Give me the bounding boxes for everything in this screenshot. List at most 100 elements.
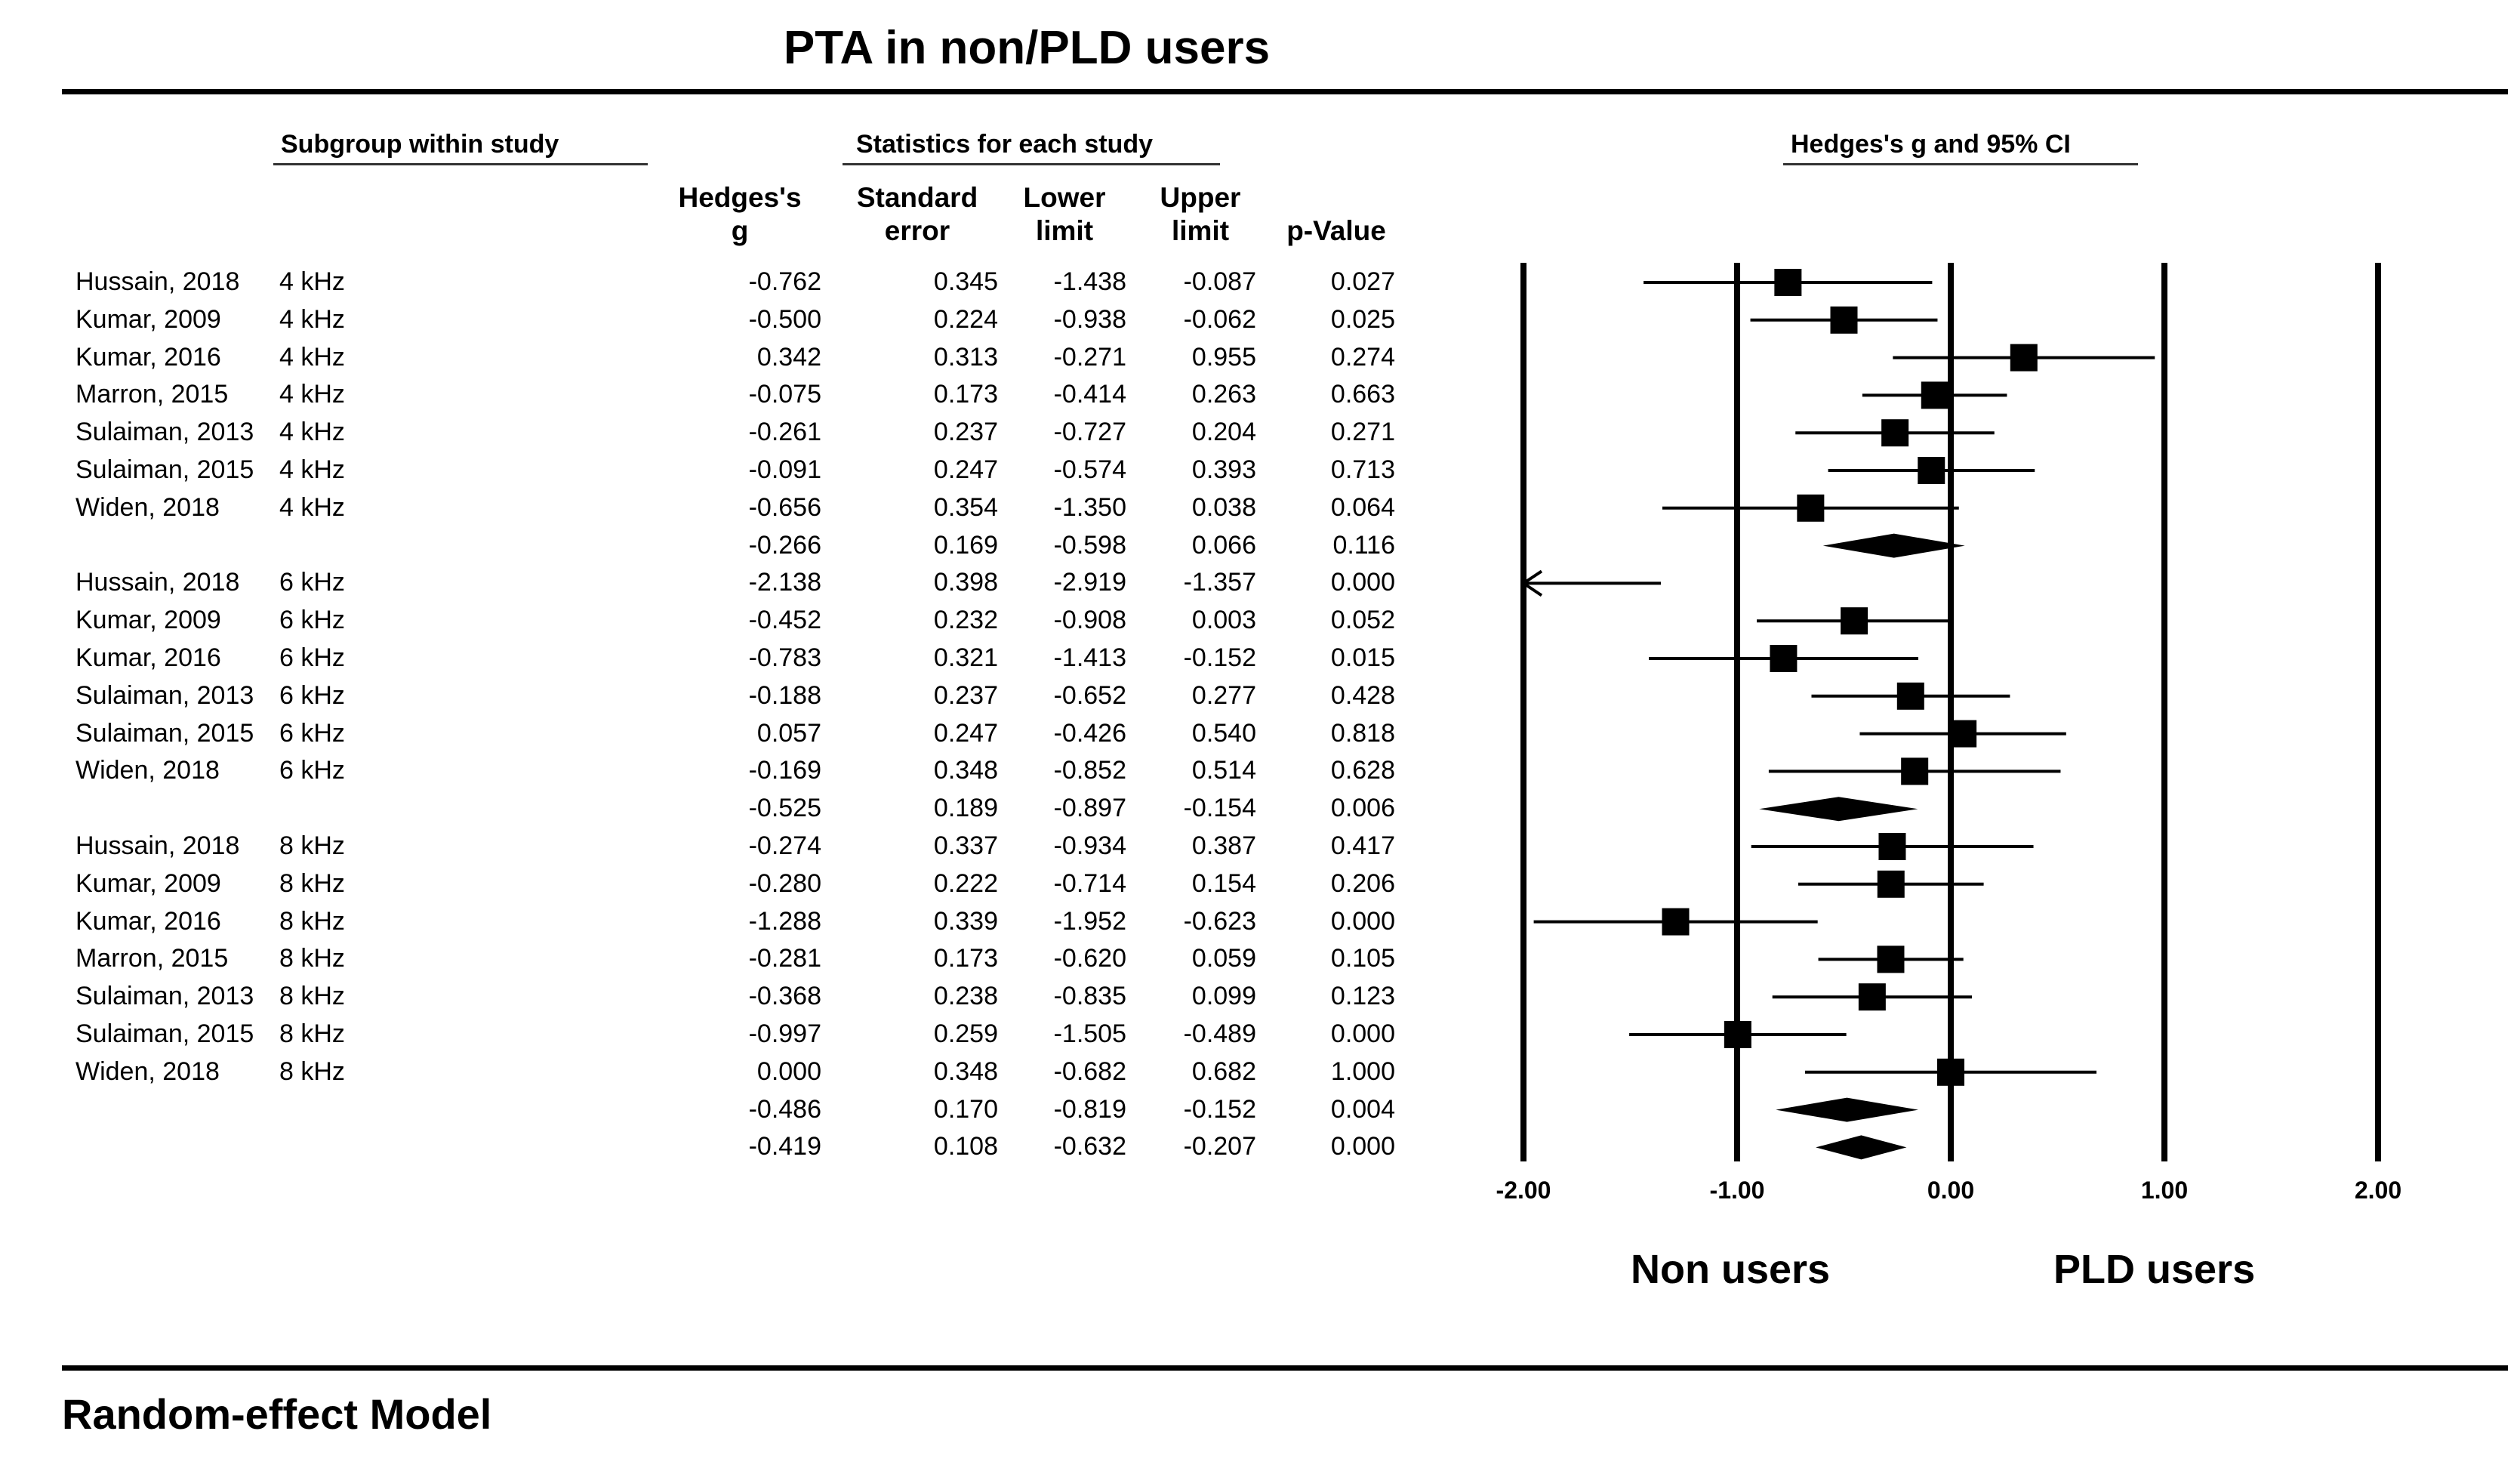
- col-hedges-line2: g: [731, 215, 749, 246]
- chart-title: PTA in non/PLD users: [783, 22, 1271, 74]
- cell-hi: 0.154: [1191, 868, 1256, 898]
- cell-g: -0.368: [748, 982, 821, 1011]
- cell-g: -0.261: [748, 418, 821, 447]
- cell-hi: -0.152: [1183, 1094, 1256, 1124]
- subgroup-label: 4 kHz: [279, 380, 345, 409]
- cell-g: -0.091: [748, 455, 821, 484]
- point-estimate-square: [1937, 1058, 1964, 1086]
- point-estimate-square: [2010, 344, 2038, 372]
- cell-se: 0.247: [933, 718, 998, 748]
- cell-se: 0.337: [933, 831, 998, 860]
- subgroup-label: 4 kHz: [279, 304, 345, 334]
- study-name: Hussain, 2018: [75, 267, 240, 296]
- cell-hi: -1.357: [1183, 568, 1256, 597]
- cell-lo: -0.271: [1053, 342, 1126, 372]
- cell-lo: -0.574: [1053, 455, 1126, 484]
- study-name: Widen, 2018: [75, 1056, 220, 1086]
- cell-p: 0.206: [1330, 868, 1395, 898]
- cell-lo: -2.919: [1053, 568, 1126, 597]
- study-name: Sulaiman, 2015: [75, 455, 254, 484]
- point-estimate-square: [1770, 645, 1798, 672]
- cell-p: 0.006: [1330, 794, 1395, 823]
- point-estimate-square: [1896, 682, 1924, 710]
- cell-hi: -0.087: [1183, 267, 1256, 296]
- cell-lo: -0.934: [1053, 831, 1126, 860]
- cell-g: -0.525: [748, 794, 821, 823]
- point-estimate-square: [1774, 269, 1802, 296]
- col-lower-line2: limit: [1035, 215, 1094, 246]
- cell-p: 0.105: [1330, 944, 1395, 973]
- cell-p: 0.628: [1330, 756, 1395, 785]
- cell-hi: 0.003: [1191, 606, 1256, 635]
- cell-se: 0.224: [933, 304, 998, 334]
- cell-hi: -0.152: [1183, 643, 1256, 672]
- study-name: Kumar, 2016: [75, 342, 221, 372]
- statistics-header: Statistics for each study: [856, 130, 1154, 159]
- x-tick-label: 2.00: [2354, 1177, 2402, 1204]
- cell-lo: -0.897: [1053, 794, 1126, 823]
- cell-g: -0.762: [748, 267, 821, 296]
- cell-g: -0.452: [748, 606, 821, 635]
- cell-se: 0.247: [933, 455, 998, 484]
- cell-lo: -1.952: [1053, 906, 1126, 936]
- cell-p: 0.000: [1330, 1132, 1395, 1161]
- subgroup-label: 4 kHz: [279, 342, 345, 372]
- cell-g: -0.281: [748, 944, 821, 973]
- cell-hi: 0.540: [1191, 718, 1256, 748]
- cell-g: -0.997: [748, 1019, 821, 1048]
- cell-hi: -0.623: [1183, 906, 1256, 936]
- top-rule: [62, 89, 2508, 94]
- cell-se: 0.339: [933, 906, 998, 936]
- cell-p: 0.052: [1330, 606, 1395, 635]
- cell-se: 0.348: [933, 756, 998, 785]
- col-hedges-header: Hedges's g: [664, 181, 815, 248]
- col-upper-header: Upper limit: [1140, 181, 1261, 248]
- point-estimate-square: [1881, 419, 1909, 447]
- cell-se: 0.173: [933, 380, 998, 409]
- subgroup-label: 8 kHz: [279, 982, 345, 1011]
- subgroup-header-underline: [273, 163, 648, 165]
- cell-p: 0.663: [1330, 380, 1395, 409]
- point-estimate-square: [1921, 381, 1949, 409]
- cell-hi: 0.263: [1191, 380, 1256, 409]
- cell-g: -0.500: [748, 304, 821, 334]
- ci-arrow: [1520, 569, 1543, 597]
- summary-diamond: [1759, 797, 1918, 822]
- subgroup-label: 8 kHz: [279, 868, 345, 898]
- cell-lo: -0.727: [1053, 418, 1126, 447]
- favours-left-label: Non users: [1631, 1247, 1831, 1292]
- study-name: Hussain, 2018: [75, 568, 240, 597]
- subgroup-header: Subgroup within study: [281, 130, 559, 159]
- col-hedges-line1: Hedges's: [678, 182, 802, 213]
- subgroup-label: 6 kHz: [279, 756, 345, 785]
- cell-p: 0.004: [1330, 1094, 1395, 1124]
- cell-p: 0.116: [1332, 530, 1395, 560]
- x-tick-label: -1.00: [1709, 1177, 1765, 1204]
- study-name: Marron, 2015: [75, 944, 229, 973]
- cell-se: 0.238: [933, 982, 998, 1011]
- cell-hi: 0.387: [1191, 831, 1256, 860]
- subgroup-label: 8 kHz: [279, 906, 345, 936]
- cell-hi: 0.099: [1191, 982, 1256, 1011]
- cell-g: -0.266: [748, 530, 821, 560]
- cell-lo: -1.438: [1053, 267, 1126, 296]
- cell-se: 0.169: [933, 530, 998, 560]
- point-estimate-square: [1724, 1021, 1751, 1048]
- cell-g: -2.138: [748, 568, 821, 597]
- cell-g: -0.656: [748, 492, 821, 522]
- bottom-rule: [62, 1365, 2508, 1371]
- cell-g: -0.075: [748, 380, 821, 409]
- favours-right-label: PLD users: [2053, 1247, 2256, 1292]
- cell-p: 0.274: [1330, 342, 1395, 372]
- cell-lo: -0.652: [1053, 680, 1126, 710]
- cell-hi: -0.489: [1183, 1019, 1256, 1048]
- cell-p: 0.417: [1330, 831, 1395, 860]
- point-estimate-square: [1877, 945, 1905, 973]
- point-estimate-square: [1662, 908, 1690, 936]
- cell-g: -0.419: [748, 1132, 821, 1161]
- cell-lo: -0.632: [1053, 1132, 1126, 1161]
- cell-se: 0.345: [933, 267, 998, 296]
- cell-hi: 0.277: [1191, 680, 1256, 710]
- study-name: Sulaiman, 2013: [75, 418, 254, 447]
- cell-hi: 0.393: [1191, 455, 1256, 484]
